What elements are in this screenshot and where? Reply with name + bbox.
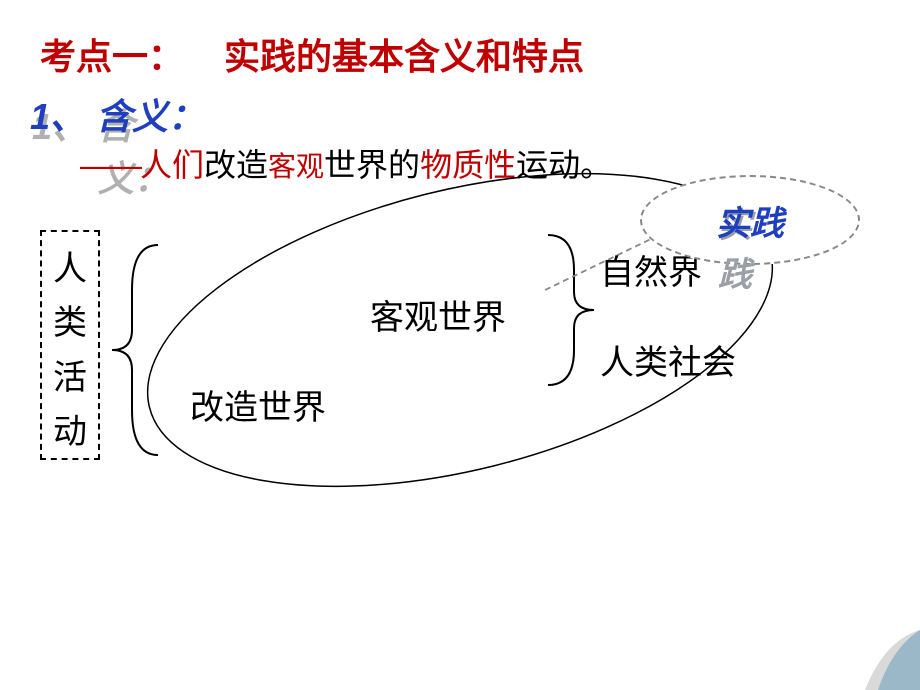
heading: 考点一： 实践的基本含义和特点 xyxy=(40,28,584,80)
practice-text: 实践 xyxy=(716,205,784,243)
right-bracket xyxy=(548,235,594,385)
vbox-char-0: 人 xyxy=(50,242,90,296)
node-transform-world: 改造世界 xyxy=(190,380,326,429)
def-part-4: 物质性 xyxy=(420,147,516,183)
definition-line: ——人们改造客观世界的物质性运动。 xyxy=(80,140,612,186)
sub-heading: 1、 1、 含义： 含义： xyxy=(30,88,204,140)
def-part-1: 改造 xyxy=(204,147,268,183)
left-bracket xyxy=(112,245,158,455)
page-curl-icon xyxy=(830,630,920,690)
def-part-0: 人们 xyxy=(140,147,204,183)
vbox-char-2: 活 xyxy=(50,351,90,405)
human-activity-box: 人 类 活 动 xyxy=(40,230,100,460)
sub-number: 1、 xyxy=(30,96,86,137)
node-objective-world: 客观世界 xyxy=(370,290,506,339)
practice-bubble: 实践 实践 xyxy=(640,175,860,265)
heading-title: 实践的基本含义和特点 xyxy=(224,36,584,77)
vbox-char-3: 动 xyxy=(50,405,90,459)
heading-prefix: 考点一： xyxy=(40,36,184,77)
vbox-char-1: 类 xyxy=(50,296,90,350)
def-part-3: 世界的 xyxy=(324,147,420,183)
def-part-5: 运动。 xyxy=(516,147,612,183)
sub-label: 含义： xyxy=(96,96,204,137)
node-human-society: 人类社会 xyxy=(600,335,736,384)
def-part-2: 客观 xyxy=(268,151,324,182)
definition-dash: —— xyxy=(80,147,140,183)
